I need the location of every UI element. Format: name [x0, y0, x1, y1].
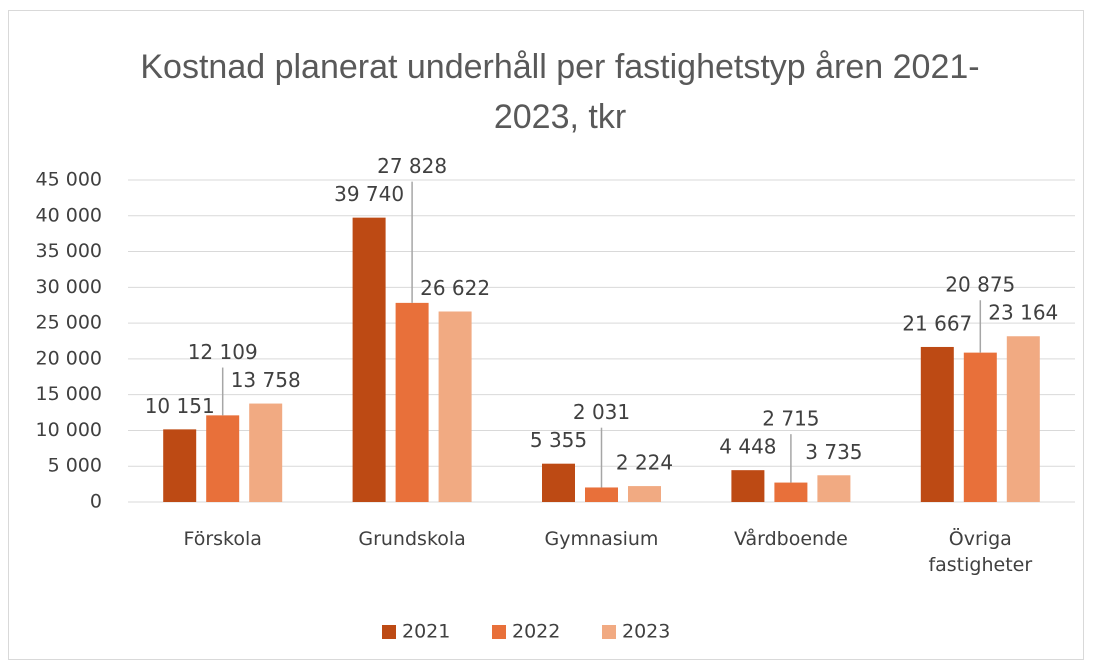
bar: [395, 302, 429, 502]
y-tick-label: 25 000: [36, 312, 102, 334]
bar: [249, 403, 283, 502]
legend-swatch: [602, 625, 616, 639]
data-label: 3 735: [805, 440, 862, 464]
legend-label: 2023: [622, 621, 670, 643]
legend-swatch: [382, 625, 396, 639]
y-tick-label: 40 000: [36, 204, 102, 226]
data-label: 2 224: [616, 451, 673, 475]
y-tick-label: 15 000: [36, 383, 102, 405]
data-label: 5 355: [530, 428, 587, 452]
data-label: 26 622: [420, 276, 490, 300]
legend-swatch: [492, 625, 506, 639]
data-label: 2 031: [573, 400, 630, 424]
bar: [817, 475, 851, 502]
bar: [542, 463, 575, 502]
bar: [438, 311, 472, 502]
y-tick-label: 45 000: [36, 169, 102, 191]
legend-label: 2022: [512, 621, 560, 643]
x-tick-label: Grundskola: [358, 528, 466, 550]
data-label: 10 151: [145, 394, 215, 418]
bar: [628, 486, 661, 502]
x-tick-label: Vårdboende: [733, 528, 848, 550]
data-label: 20 875: [945, 273, 1015, 297]
bar: [774, 482, 808, 502]
bar: [206, 415, 240, 502]
x-tick-label: Gymnasium: [544, 528, 659, 550]
y-tick-label: 10 000: [36, 419, 102, 441]
bar: [352, 217, 386, 502]
y-tick-label: 20 000: [36, 347, 102, 369]
x-tick-label: Övriga fastigheter: [928, 528, 1033, 576]
bar: [1006, 336, 1040, 502]
chart-frame: [8, 10, 1084, 660]
x-tick-label: Förskola: [183, 528, 262, 550]
bar: [731, 470, 765, 502]
data-label: 2 715: [762, 407, 819, 431]
bar: [920, 346, 954, 502]
data-label: 21 667: [902, 311, 972, 335]
data-label: 12 109: [188, 340, 258, 364]
y-tick-label: 30 000: [36, 276, 102, 298]
bar: [163, 429, 197, 502]
bar: [963, 352, 997, 502]
legend-label: 2021: [402, 621, 450, 643]
data-label: 39 740: [334, 182, 404, 206]
y-tick-label: 35 000: [36, 240, 102, 262]
data-label: 13 758: [231, 368, 301, 392]
chart-title: Kostnad planerat underhåll per fastighet…: [140, 48, 980, 136]
bar: [585, 487, 618, 502]
y-tick-label: 0: [90, 491, 102, 513]
data-label: 23 164: [988, 301, 1058, 325]
data-label: 4 448: [719, 435, 776, 459]
y-tick-label: 5 000: [48, 455, 102, 477]
data-label: 27 828: [377, 154, 447, 178]
